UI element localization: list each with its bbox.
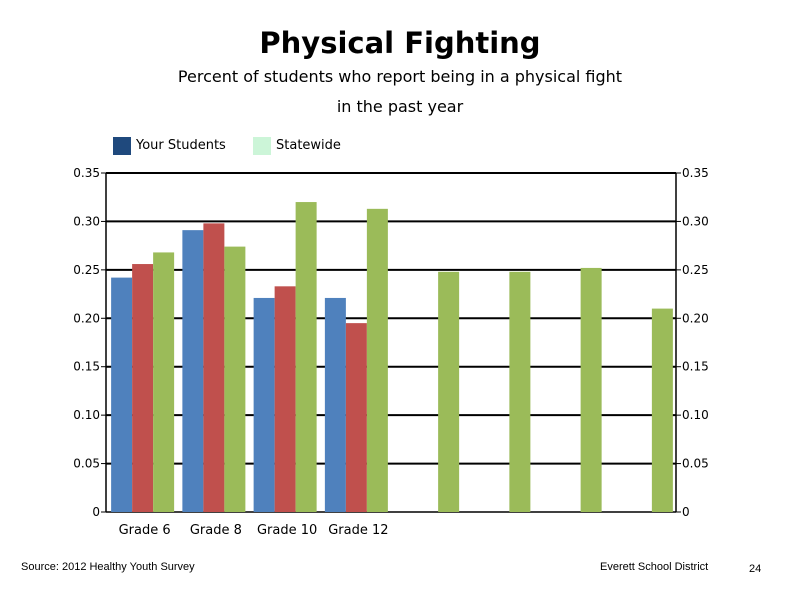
chart-subtitle-line1: Percent of students who report being in … <box>177 67 623 86</box>
chart-title: Physical Fighting <box>259 26 541 60</box>
y-tick-label-left: 0.25 <box>73 263 100 277</box>
bar <box>366 208 388 512</box>
x-tick-label: Grade 10 <box>257 523 317 538</box>
y-tick-label-right: 0.35 <box>682 166 709 180</box>
legend-swatch-statewide <box>253 137 271 155</box>
legend-label-statewide: Statewide <box>276 138 341 153</box>
bar <box>274 286 296 512</box>
bar <box>345 323 367 512</box>
bar <box>253 297 275 512</box>
y-tick-label-right: 0.20 <box>682 311 709 325</box>
bar <box>111 277 133 512</box>
y-tick-label-left: 0.30 <box>73 214 100 228</box>
source-note: Source: 2012 Healthy Youth Survey <box>21 561 195 573</box>
chart-subtitle-line2: in the past year <box>336 97 464 116</box>
y-tick-label-right: 0.30 <box>682 214 709 228</box>
y-tick-label-left: 0.35 <box>73 166 100 180</box>
bar <box>224 246 246 512</box>
y-tick-label-left: 0.15 <box>73 360 100 374</box>
bar <box>509 271 531 512</box>
bar <box>153 252 175 512</box>
y-tick-label-right: 0.15 <box>682 360 709 374</box>
x-tick-label: Grade 6 <box>119 523 171 538</box>
y-tick-label-right: 0.05 <box>682 457 709 471</box>
x-tick-label: Grade 12 <box>328 523 388 538</box>
organization-name: Everett School District <box>600 561 709 573</box>
y-tick-label-left: 0 <box>92 505 100 519</box>
legend-swatch-your-students <box>113 137 131 155</box>
bar <box>182 230 204 512</box>
bar <box>132 264 154 512</box>
bar <box>324 297 346 512</box>
y-tick-label-right: 0.10 <box>682 408 709 422</box>
y-tick-label-right: 0.25 <box>682 263 709 277</box>
bar <box>438 271 460 512</box>
y-tick-label-left: 0.05 <box>73 457 100 471</box>
bar <box>295 202 317 513</box>
x-tick-label: Grade 8 <box>190 523 242 538</box>
bar <box>203 223 225 512</box>
page-number: 24 <box>749 563 762 575</box>
legend-label-your-students: Your Students <box>136 138 226 153</box>
bar <box>580 267 602 512</box>
y-tick-label-left: 0.10 <box>73 408 100 422</box>
y-tick-label-right: 0 <box>682 505 690 519</box>
bar <box>651 308 673 512</box>
y-tick-label-left: 0.20 <box>73 311 100 325</box>
